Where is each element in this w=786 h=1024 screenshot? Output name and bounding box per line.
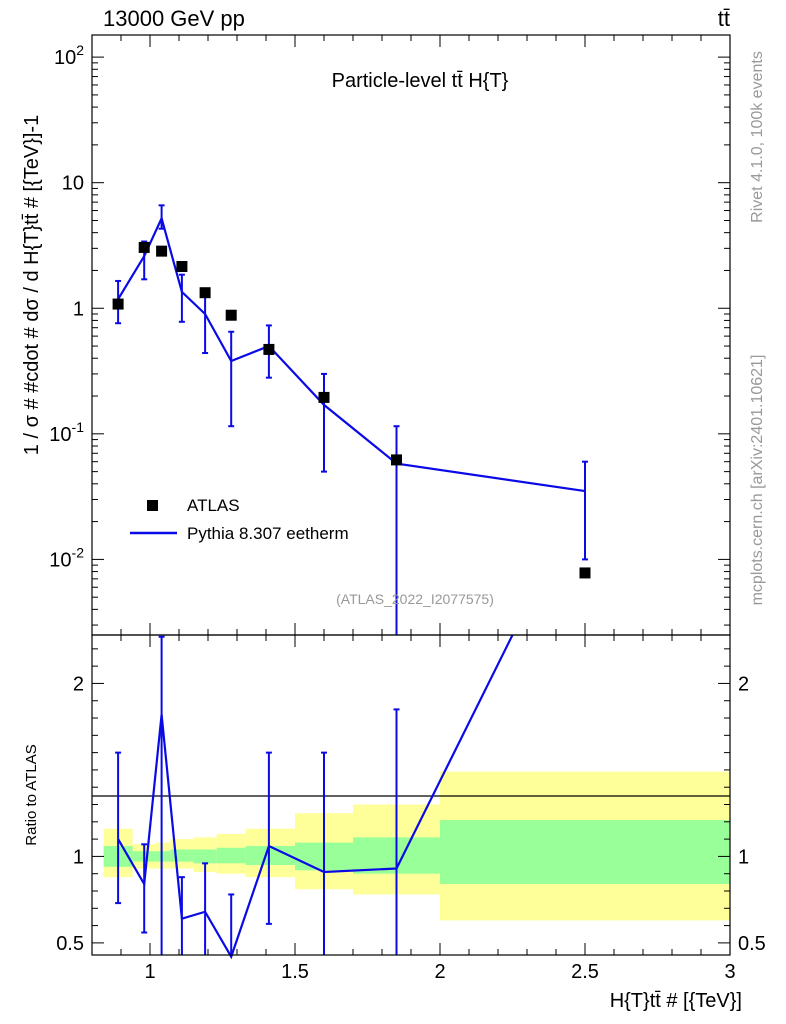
main-y-tick-label-base: 10: [62, 173, 84, 195]
x-tick-label: 2.5: [571, 961, 599, 983]
main-plot-frame: [91, 34, 731, 636]
ratio-y-tick-label-right: 2: [738, 673, 749, 695]
main-series-layer: [112, 204, 591, 635]
x-tick-label: 1.5: [281, 961, 309, 983]
legend: ATLAS Pythia 8.307 eetherm: [130, 496, 349, 543]
x-axis-label: H{T}tt̄ # [{TeV}]: [610, 990, 742, 1012]
ratio-y-tick-label: 0.5: [56, 933, 84, 955]
atlas-data-point: [225, 309, 237, 321]
legend-pythia-label: Pythia 8.307 eetherm: [187, 524, 349, 543]
atlas-data-point: [138, 241, 150, 253]
main-y-tick-label-base: 1: [73, 298, 84, 320]
mcplots-label: mcplots.cern.ch [arXiv:2401.10621]: [749, 355, 766, 606]
ratio-plot-frame: [91, 634, 731, 956]
main-y-axis-label: 1 / σ # #cdot # dσ / d H{T}tt̄ # [{TeV}]…: [21, 115, 43, 455]
main-y-tick-label-exponent: -1: [72, 419, 85, 435]
main-y-tick-label-base: 10: [54, 47, 76, 69]
atlas-data-point: [263, 343, 275, 355]
main-y-tick-label: 10-2: [49, 544, 84, 571]
atlas-data-point: [318, 391, 330, 403]
main-y-tick-label: 102: [54, 42, 84, 69]
atlas-data-point: [176, 261, 188, 273]
atlas-data-point: [391, 454, 402, 466]
legend-atlas-label: ATLAS: [187, 496, 240, 515]
main-y-tick-label: 10-1: [49, 419, 84, 446]
ratio-band-inner: [216, 847, 246, 864]
main-y-tick-label: 1: [73, 298, 84, 320]
x-tick-label: 3: [724, 961, 735, 983]
ratio-band-inner: [245, 846, 295, 866]
header-process-label: tt̄: [718, 6, 730, 31]
main-y-tick-label-exponent: -2: [72, 544, 85, 560]
watermark-analysis-id: (ATLAS_2022_I2077575): [336, 591, 494, 607]
header-energy-label: 13000 GeV pp: [103, 6, 245, 31]
main-y-tick-label-exponent: 2: [76, 42, 84, 58]
ratio-band-inner: [155, 851, 171, 862]
ratio-y-tick-label-right: 0.5: [738, 933, 766, 955]
main-y-tick-label: 10: [62, 173, 84, 195]
rivet-version-label: Rivet 4.1.0, 100k events: [749, 51, 766, 223]
ratio-pythia-line: [117, 634, 514, 960]
atlas-data-point: [112, 298, 124, 310]
main-y-tick-label-base: 10: [49, 424, 71, 446]
ratio-band-inner: [440, 820, 730, 885]
main-y-tick-label-base: 10: [49, 549, 71, 571]
atlas-data-point: [579, 567, 591, 579]
atlas-data-point: [156, 245, 168, 257]
atlas-data-point: [199, 287, 211, 299]
ratio-bands-layer: [103, 771, 730, 921]
ratio-series-layer: [115, 634, 514, 960]
ratio-y-tick-label: 1: [73, 846, 84, 868]
ratio-band-inner: [193, 849, 217, 864]
ratio-y-tick-label: 2: [73, 673, 84, 695]
ratio-axis-ticks: 0.5 0.5 1 1 2 2 1 1.5 2 2.5 3: [56, 635, 766, 983]
pythia-line: [117, 215, 586, 493]
x-tick-label: 1: [144, 961, 155, 983]
main-title: Particle-level tt̄ H{T}: [332, 70, 509, 92]
legend-atlas-marker: [147, 500, 158, 511]
ratio-y-tick-label-right: 1: [738, 846, 749, 868]
ratio-band-inner: [170, 849, 194, 862]
x-tick-label: 2: [434, 961, 445, 983]
ratio-y-axis-label: Ratio to ATLAS: [23, 744, 40, 845]
